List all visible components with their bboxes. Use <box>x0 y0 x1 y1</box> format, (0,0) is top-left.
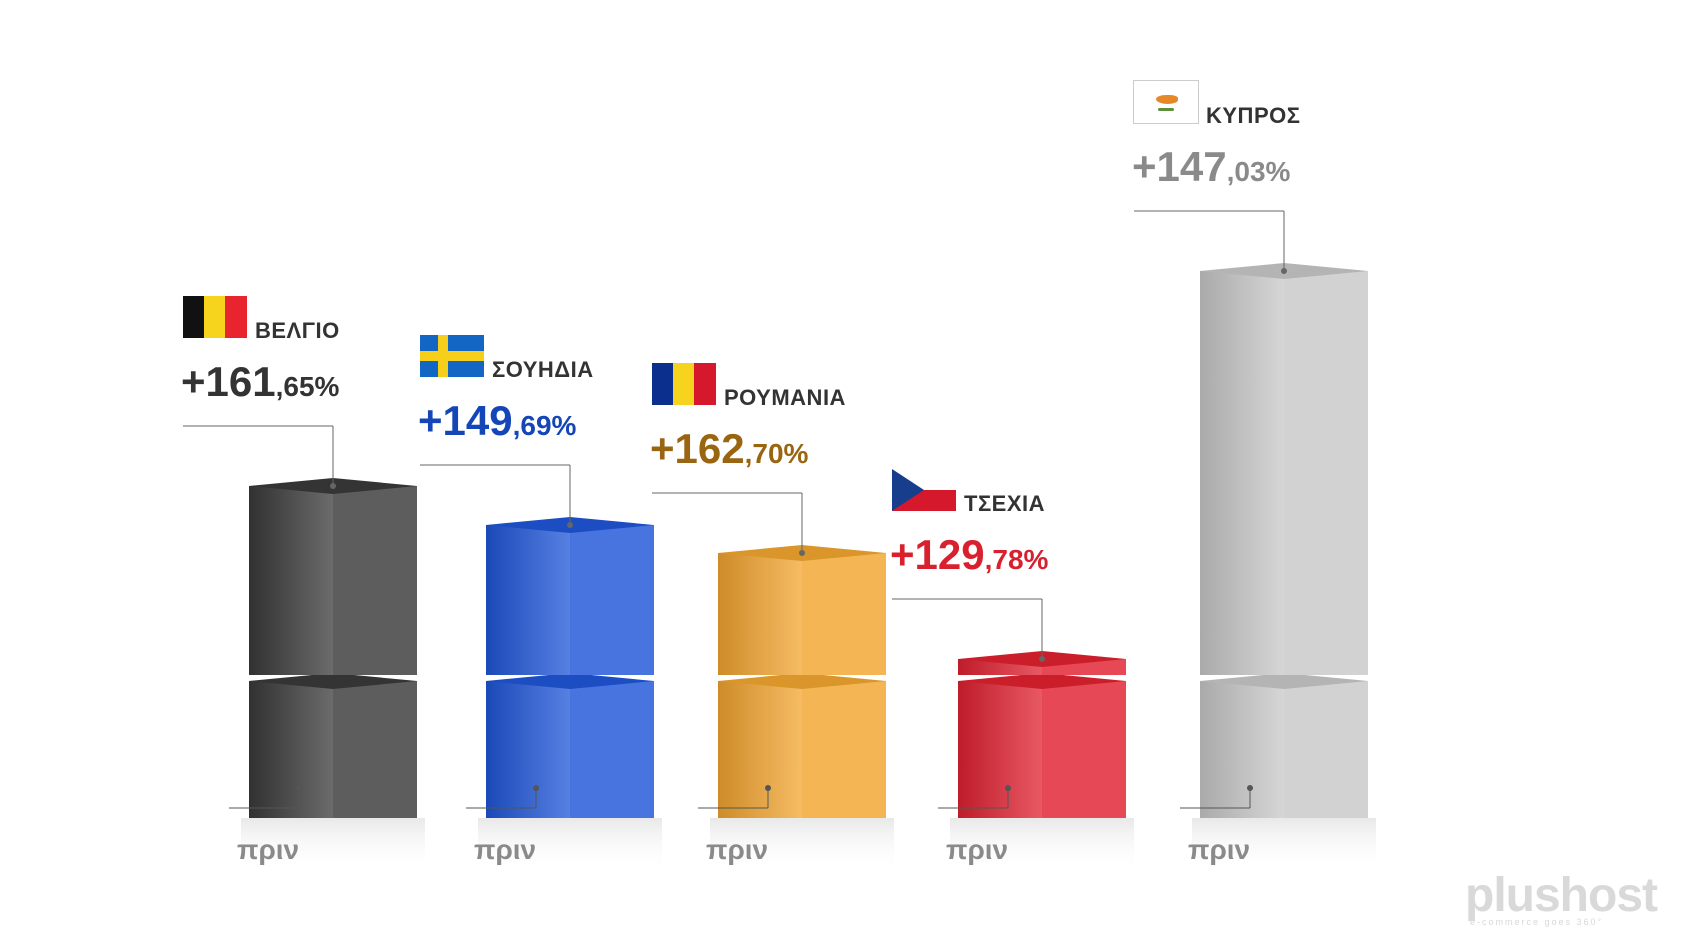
romania-flag-icon <box>652 363 716 405</box>
romania-before-top <box>718 673 886 689</box>
czechia-before-dot <box>1005 785 1011 791</box>
sweden-flag-icon <box>420 335 484 377</box>
sweden-after-front-left <box>486 525 570 675</box>
cyprus-value-int: +147 <box>1132 143 1227 190</box>
belgium-after-front-left <box>249 486 333 675</box>
belgium-value-int: +161 <box>181 358 276 405</box>
belgium-before-front-right <box>333 681 417 818</box>
czechia-value-int: +129 <box>890 531 985 578</box>
cyprus-value-label: +147,03% <box>1132 143 1290 191</box>
czechia-value-dot <box>1039 656 1045 662</box>
sweden-after-front-right <box>570 525 654 675</box>
cyprus-value-dot <box>1281 268 1287 274</box>
czechia-before-top <box>958 673 1126 689</box>
cyprus-before-front-left <box>1200 681 1284 818</box>
cyprus-flag-icon <box>1134 81 1198 123</box>
sweden-floor-shadow <box>478 818 662 873</box>
belgium-floor-shadow <box>241 818 425 873</box>
belgium-before-top <box>249 673 417 689</box>
cyprus-before-label: πριν <box>1188 834 1251 865</box>
sweden-country-label: ΣΟΥΗΔΙΑ <box>492 357 594 382</box>
sweden-before-front-left <box>486 681 570 818</box>
belgium-before-dot <box>296 785 302 791</box>
belgium-flag-icon <box>183 296 247 338</box>
sweden-before-top <box>486 673 654 689</box>
sweden-value-dec: ,69% <box>512 410 577 441</box>
czechia-before-label: πριν <box>946 834 1009 865</box>
czechia-country-label: ΤΣΕΧΙΑ <box>964 491 1045 516</box>
romania-before-dot <box>765 785 771 791</box>
romania-before-label: πριν <box>706 834 769 865</box>
sweden-before-dot <box>533 785 539 791</box>
cyprus-after-front-left <box>1200 271 1284 675</box>
czechia-value-label: +129,78% <box>890 531 1048 579</box>
sweden-value-dot <box>567 522 573 528</box>
cyprus-floor-shadow <box>1192 818 1376 873</box>
cyprus-before-front-right <box>1284 681 1368 818</box>
brand-tagline: e-commerce goes 360° <box>1470 917 1604 927</box>
belgium-value-dec: ,65% <box>275 371 340 402</box>
cyprus-before-top <box>1200 673 1368 689</box>
belgium-value-dot <box>330 483 336 489</box>
czechia-before-front-left <box>958 681 1042 818</box>
czechia-flag-icon <box>892 469 956 511</box>
romania-before-front-right <box>802 681 886 818</box>
czechia-value-dec: ,78% <box>984 544 1049 575</box>
cyprus-after-front-right <box>1284 271 1368 675</box>
romania-after-front-right <box>802 553 886 675</box>
romania-after-front-left <box>718 553 802 675</box>
sweden-before-front-right <box>570 681 654 818</box>
sweden-value-label: +149,69% <box>418 397 576 445</box>
cyprus-country-label: ΚΥΠΡΟΣ <box>1206 103 1301 128</box>
cyprus-before-dot <box>1247 785 1253 791</box>
belgium-country-label: ΒΕΛΓΙΟ <box>255 318 340 343</box>
brand-logo: plushost <box>1465 869 1658 922</box>
cyprus-value-dec: ,03% <box>1226 156 1291 187</box>
romania-value-dot <box>799 550 805 556</box>
czechia-floor-shadow <box>950 818 1134 873</box>
romania-value-label: +162,70% <box>650 425 808 473</box>
belgium-value-label: +161,65% <box>181 358 339 406</box>
romania-floor-shadow <box>710 818 894 873</box>
romania-before-front-left <box>718 681 802 818</box>
belgium-before-label: πριν <box>237 834 300 865</box>
romania-value-dec: ,70% <box>744 438 809 469</box>
romania-value-int: +162 <box>650 425 745 472</box>
sweden-value-int: +149 <box>418 397 513 444</box>
czechia-before-front-right <box>1042 681 1126 818</box>
belgium-before-front-left <box>249 681 333 818</box>
belgium-after-front-right <box>333 486 417 675</box>
romania-country-label: ΡΟΥΜΑΝΙΑ <box>724 385 846 410</box>
sweden-before-label: πριν <box>474 834 537 865</box>
